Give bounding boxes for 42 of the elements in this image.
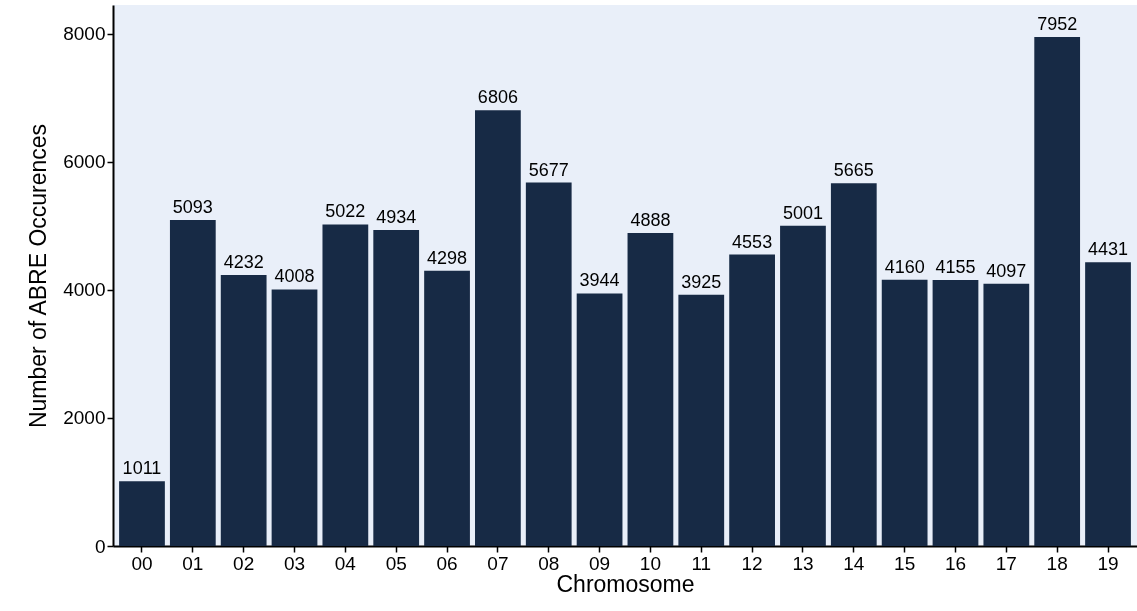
x-tick-label: 03 bbox=[283, 552, 306, 574]
data-label: 5001 bbox=[782, 202, 823, 223]
x-tick-label: 12 bbox=[741, 552, 763, 574]
data-label: 6806 bbox=[477, 87, 518, 108]
x-tick-label: 07 bbox=[487, 552, 509, 574]
y-axis-title: Number of ABRE Occurences bbox=[25, 123, 52, 429]
y-tick-label: 8000 bbox=[63, 23, 106, 45]
data-label: 4097 bbox=[986, 260, 1027, 281]
x-tick-label: 05 bbox=[385, 552, 407, 574]
data-label: 3944 bbox=[579, 270, 620, 291]
y-tick-label: 4000 bbox=[63, 279, 106, 301]
x-tick-label: 18 bbox=[1046, 552, 1068, 574]
x-tick-label: 16 bbox=[944, 552, 967, 574]
data-label: 5093 bbox=[172, 196, 213, 217]
data-label: 4160 bbox=[884, 256, 925, 277]
x-tick-label: 13 bbox=[792, 552, 814, 574]
x-tick-label: 02 bbox=[233, 552, 255, 574]
data-label: 5677 bbox=[528, 159, 569, 180]
x-tick-label: 17 bbox=[995, 552, 1017, 574]
x-tick-label: 19 bbox=[1097, 552, 1119, 574]
data-label: 4232 bbox=[223, 252, 264, 273]
data-label: 4553 bbox=[732, 231, 773, 252]
data-label: 1011 bbox=[122, 458, 162, 479]
data-label: 5022 bbox=[325, 201, 366, 222]
data-label: 4934 bbox=[376, 207, 417, 228]
x-tick-label: 00 bbox=[131, 552, 153, 574]
data-label: 7952 bbox=[1037, 13, 1078, 34]
data-label: 4298 bbox=[427, 247, 468, 268]
x-tick-label: 14 bbox=[843, 552, 865, 574]
y-tick-label: 0 bbox=[94, 535, 106, 557]
y-tick-label: 2000 bbox=[63, 407, 106, 429]
x-tick-label: 01 bbox=[182, 552, 204, 574]
x-tick-label: 04 bbox=[334, 552, 357, 574]
data-label: 4008 bbox=[274, 266, 315, 287]
x-tick-label: 06 bbox=[436, 552, 458, 574]
x-tick-label: 15 bbox=[894, 552, 916, 574]
data-label: 4155 bbox=[935, 256, 976, 277]
data-label: 3925 bbox=[681, 271, 722, 292]
data-label: 4888 bbox=[630, 210, 671, 231]
data-label: 5665 bbox=[833, 160, 874, 181]
data-label: 4431 bbox=[1088, 239, 1129, 260]
y-tick-label: 6000 bbox=[63, 151, 106, 173]
